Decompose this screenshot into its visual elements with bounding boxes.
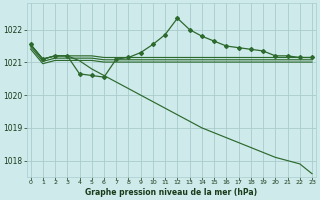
X-axis label: Graphe pression niveau de la mer (hPa): Graphe pression niveau de la mer (hPa) [85,188,257,197]
